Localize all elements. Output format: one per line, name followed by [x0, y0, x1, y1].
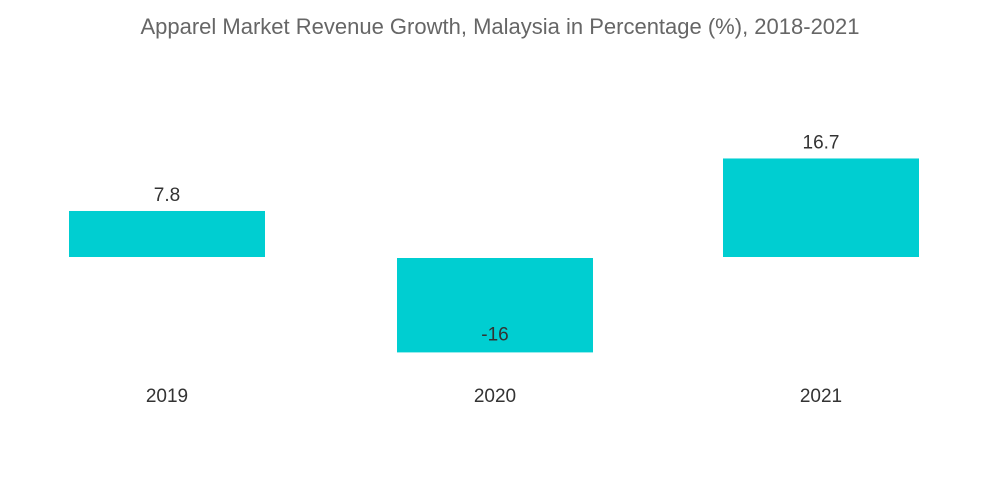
x-tick-label-2019: 2019: [146, 386, 188, 407]
data-label-2020: -16: [481, 324, 508, 345]
data-label-2019: 7.8: [154, 185, 180, 206]
bar-2019: [69, 210, 265, 257]
bar-2020: [397, 258, 593, 353]
x-tick-label-2020: 2020: [474, 386, 516, 407]
bar-2021: [723, 158, 919, 257]
x-tick-label-2021: 2021: [800, 386, 842, 407]
chart-title: Apparel Market Revenue Growth, Malaysia …: [140, 14, 860, 39]
data-label-2021: 16.7: [803, 132, 840, 153]
